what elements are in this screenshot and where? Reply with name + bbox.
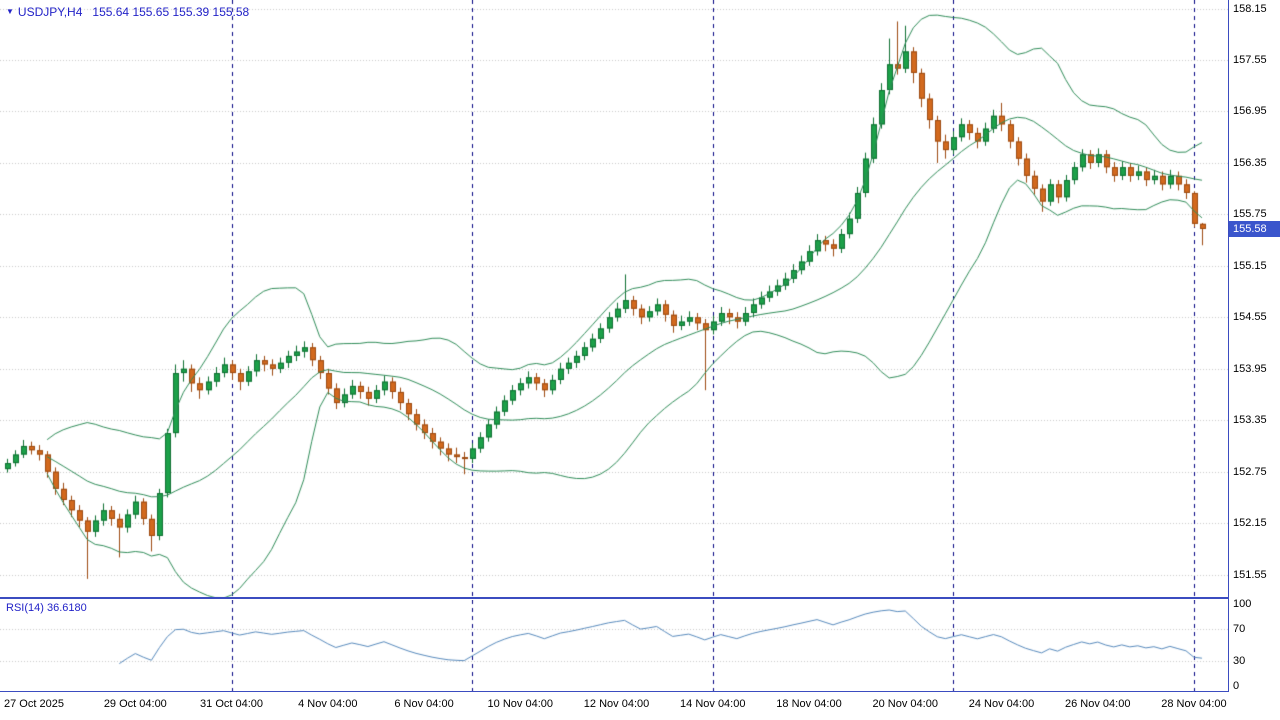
price-axis[interactable]: 158.15 157.55 156.95 156.35 155.75 155.15 154.… xyxy=(1229,0,1280,598)
time-axis[interactable]: 27 Oct 2025 29 Oct 04:00 31 Oct 04:00 4 Nov… xyxy=(0,692,1280,720)
main-chart-canvas[interactable] xyxy=(0,0,1228,598)
chart-title: ▼ USDJPY,H4 155.64 155.65 155.39 155.58 xyxy=(6,5,249,19)
time-label: 14 Nov 04:00 xyxy=(680,698,746,710)
time-label: 18 Nov 04:00 xyxy=(776,698,842,710)
time-label: 20 Nov 04:00 xyxy=(872,698,938,710)
rsi-indicator-canvas[interactable] xyxy=(0,600,1228,691)
price-label: 158.15 xyxy=(1233,2,1267,15)
time-label: 27 Oct 2025 xyxy=(4,698,64,710)
price-label: 156.95 xyxy=(1233,105,1267,118)
time-label: 10 Nov 04:00 xyxy=(487,698,553,710)
price-label: 156.35 xyxy=(1233,156,1267,169)
rsi-scale-axis[interactable]: 100 70 30 0 xyxy=(1229,598,1280,692)
time-label: 28 Nov 04:00 xyxy=(1161,698,1227,710)
price-label: 153.35 xyxy=(1233,414,1267,427)
rsi-scale-label: 0 xyxy=(1233,680,1240,692)
symbol-period-label: USDJPY,H4 xyxy=(17,5,83,19)
price-label: 152.15 xyxy=(1233,517,1267,530)
time-label: 29 Oct 04:00 xyxy=(103,698,167,710)
rsi-bottom-border xyxy=(0,691,1229,692)
price-label: 154.55 xyxy=(1233,311,1267,324)
rsi-scale-label: 30 xyxy=(1233,655,1246,668)
price-axis-border xyxy=(1228,0,1229,692)
price-label: 155.15 xyxy=(1233,259,1267,272)
price-label: 153.95 xyxy=(1233,362,1267,375)
rsi-indicator-label: RSI(14) 36.6180 xyxy=(6,602,87,614)
price-label: 157.55 xyxy=(1233,54,1267,67)
price-label: 155.75 xyxy=(1233,208,1267,221)
time-label: 31 Oct 04:00 xyxy=(200,698,264,710)
price-label: 151.55 xyxy=(1233,568,1267,581)
time-label: 24 Nov 04:00 xyxy=(968,698,1035,710)
symbol-dropdown-icon[interactable]: ▼ xyxy=(6,7,14,16)
current-price-value: 155.58 xyxy=(1233,222,1267,235)
time-label: 6 Nov 04:00 xyxy=(394,698,454,710)
price-label: 152.75 xyxy=(1233,465,1267,478)
time-label: 4 Nov 04:00 xyxy=(298,698,358,710)
current-price-badge: 155.58 xyxy=(1229,220,1280,237)
time-label: 12 Nov 04:00 xyxy=(583,698,650,710)
rsi-scale-label: 70 xyxy=(1233,622,1246,635)
time-label: 26 Nov 04:00 xyxy=(1065,698,1131,710)
ohlc-readout: 155.64 155.65 155.39 155.58 xyxy=(92,5,250,19)
rsi-scale-label: 100 xyxy=(1233,598,1252,610)
panel-splitter[interactable] xyxy=(0,597,1229,599)
